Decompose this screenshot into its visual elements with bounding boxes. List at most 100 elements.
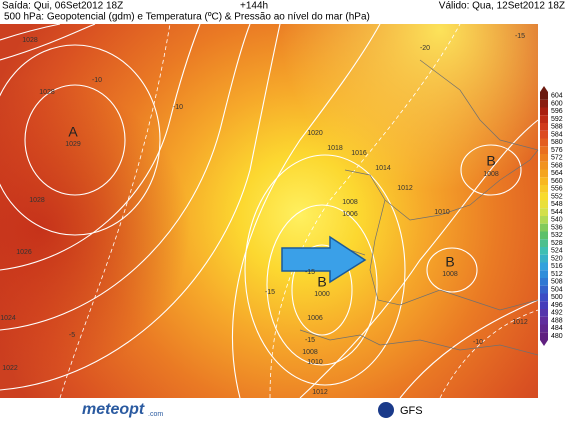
colorbar-label: 504 [551,286,563,293]
colorbar-label: 528 [551,240,563,247]
colorbar-swatch [540,278,548,286]
map-label: 1024 [0,315,16,322]
colorbar-swatch [540,146,548,154]
map-label: 1026 [16,249,32,256]
colorbar-label: 568 [551,162,563,169]
colorbar-label: 488 [551,317,563,324]
isotherms [59,23,539,399]
map-label: -10 [92,77,102,84]
map-label: 1028 [39,89,55,96]
colorbar-label: 484 [551,325,563,332]
colorbar-label: 556 [551,186,563,193]
brand-suffix: .com [148,411,163,418]
colorbar-label: 596 [551,108,563,115]
valid-time: Válido: Qua, 12Set2012 18Z [439,1,565,12]
cold-overlay [0,24,538,398]
colorbar-swatch [540,177,548,185]
map-label: -10 [173,104,183,111]
map-label: -15 [515,33,525,40]
colorbar-cap [540,86,548,92]
map-label: A [68,124,78,140]
isobars [0,23,539,399]
map-area [0,23,539,399]
colorbar-swatch [540,239,548,247]
map-label: 1006 [307,315,323,322]
colorbar-swatch [540,231,548,240]
colorbar-swatch [540,309,548,317]
map-label: -20 [420,45,430,52]
map-label: B [445,254,454,270]
colorbar-swatch [540,293,548,302]
colorbar-label: 508 [551,279,563,286]
map-label: -15 [305,269,315,276]
colorbar-label: 560 [551,178,563,185]
colorbar-label: 588 [551,124,563,131]
colorbar-label: 480 [551,333,563,340]
map-label: 1028 [22,37,38,44]
colorbar-swatch [540,324,548,333]
map-label: 1006 [342,211,358,218]
map-label: -15 [265,289,275,296]
map-label: 1008 [483,171,499,178]
map-label: 1008 [442,271,458,278]
colorbar-swatch [540,262,548,271]
colorbar-swatch [540,332,548,340]
map-label: 1000 [314,291,330,298]
colorbar-label: 600 [551,100,563,107]
colorbar-label: 580 [551,139,563,146]
colorbar-swatch [540,99,548,108]
map-label: B [486,153,495,169]
colorbar-label: 604 [551,93,563,100]
colorbar-swatch [540,115,548,123]
map-label: 1028 [29,197,45,204]
colorbar-cap [540,340,548,346]
colorbar-swatch [540,185,548,193]
colorbar-swatch [540,316,548,325]
map-label: 1029 [65,141,81,148]
map-label: 1012 [397,185,413,192]
colorbar-swatch [540,169,548,178]
map-label: 1008 [302,349,318,356]
map-label: -10 [473,339,483,346]
map-label: -5 [69,332,75,339]
colorbar-swatch [540,123,548,131]
colorbar-label: 500 [551,294,563,301]
colorbar-label: 584 [551,131,563,138]
colorbar-swatch [540,247,548,255]
colorbar-label: 576 [551,147,563,154]
colorbar-label: 524 [551,248,563,255]
lead-time: +144h [240,1,268,12]
colorbar-label: 592 [551,116,563,123]
map-label: 1022 [2,365,18,372]
colorbar-label: 496 [551,302,563,309]
colorbar-swatch [540,223,548,232]
coastlines [299,59,539,356]
map-title: 500 hPa: Geopotencial (gdm) e Temperatur… [4,12,370,23]
colorbar-swatch [540,154,548,162]
colorbar-swatch [540,192,548,201]
map-label: 1010 [307,359,323,366]
colorbar-swatch [540,208,548,216]
colorbar-swatch [540,270,548,278]
colorbar-label: 564 [551,170,563,177]
colorbar-label: 536 [551,224,563,231]
colorbar: 6046005965925885845805765725685645605565… [540,86,563,346]
issued-time: Saída: Qui, 06Set2012 18Z [2,1,123,12]
map-label: 1008 [342,199,358,206]
colorbar-swatch [540,254,548,263]
model-name: GFS [400,405,423,417]
colorbar-label: 512 [551,271,563,278]
colorbar-swatch [540,130,548,139]
map-label: 1010 [434,209,450,216]
colorbar-swatch [540,92,548,100]
colorbar-label: 572 [551,155,563,162]
colorbar-label: 544 [551,209,563,216]
colorbar-swatch [540,200,548,209]
colorbar-label: 540 [551,217,563,224]
colorbar-swatch [540,107,548,116]
colorbar-label: 532 [551,232,563,239]
map-label: -15 [305,337,315,344]
colorbar-label: 552 [551,193,563,200]
map-label: 1012 [512,319,528,326]
